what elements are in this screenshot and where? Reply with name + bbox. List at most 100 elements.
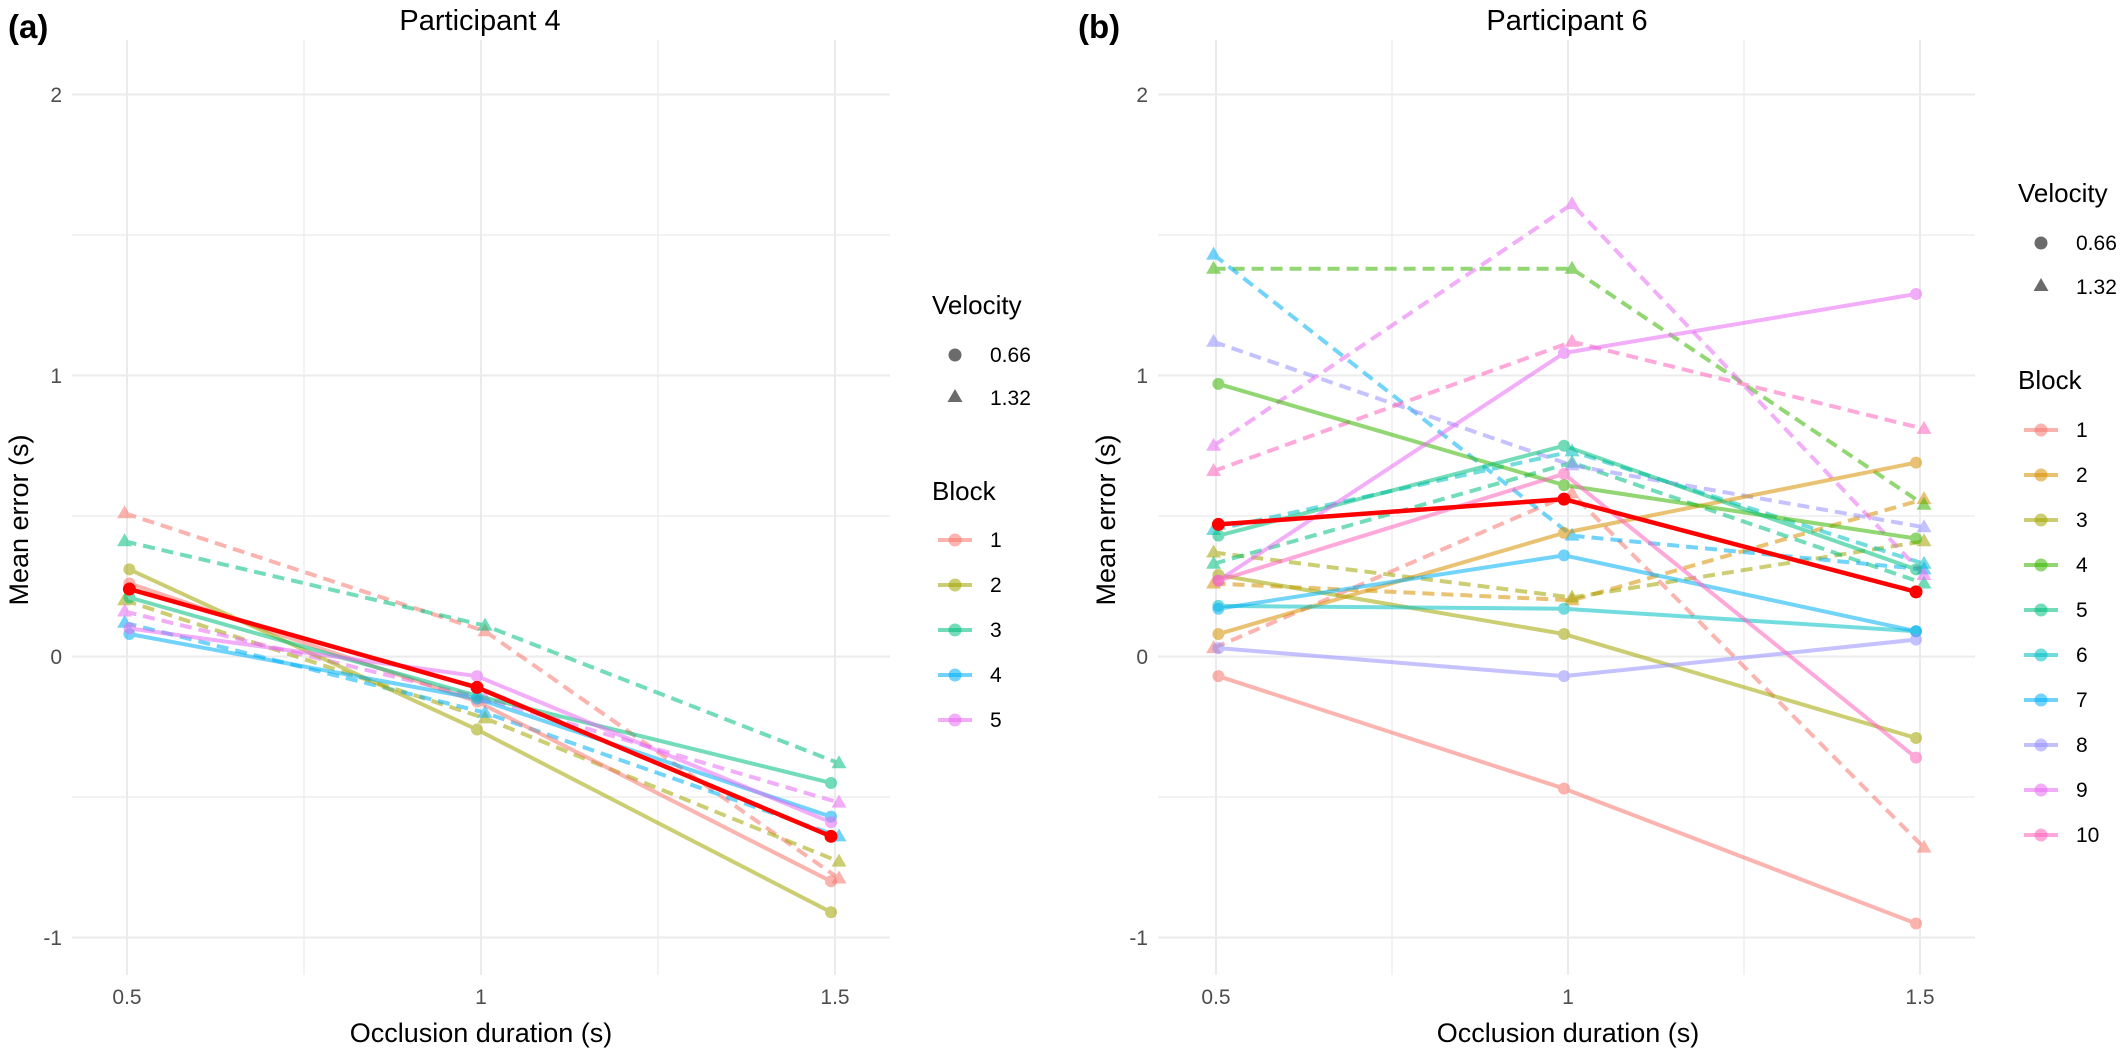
legend-block-point xyxy=(2034,423,2048,437)
y-axis-label: Mean error (s) xyxy=(4,434,34,605)
legend-block-keys: 1 2 3 4 5 xyxy=(938,529,1002,732)
data-point-triangle xyxy=(1916,420,1932,434)
legend: Velocity 0.66 1.32 Block 1 2 3 4 5 xyxy=(932,290,1031,732)
legend-block-label: 3 xyxy=(990,619,1002,642)
legend-block-keys: 1 2 3 4 5 6 7 8 9 10 xyxy=(2024,419,2099,847)
panel-a: (a) Participant 4 2 1 0 -1 0.5 1 1.5 Occ… xyxy=(4,5,1031,1048)
series-line xyxy=(123,598,840,864)
legend-block-item: 5 xyxy=(2024,599,2088,622)
data-point-circle xyxy=(1212,602,1225,615)
data-point-triangle xyxy=(1206,544,1222,558)
data-point-triangle xyxy=(1916,519,1932,533)
legend-block-point xyxy=(2034,648,2048,662)
legend-block-item: 3 xyxy=(2024,509,2088,532)
data-point-circle xyxy=(471,670,483,683)
legend-block-label: 5 xyxy=(2076,599,2088,622)
legend-block-label: 1 xyxy=(990,529,1002,552)
legend-block-label: 10 xyxy=(2076,824,2099,847)
y-tick-labels: 2 1 0 -1 xyxy=(1129,84,1148,950)
data-point-circle xyxy=(1910,532,1922,545)
legend-velocity-label: 0.66 xyxy=(2076,232,2117,255)
mean-series xyxy=(1211,492,1923,599)
data-point-circle xyxy=(1212,642,1225,655)
legend-block-point xyxy=(2034,693,2048,707)
data-point-triangle xyxy=(1564,196,1580,210)
series-block-4-fast xyxy=(1206,260,1932,510)
y-tick-label: 2 xyxy=(1136,84,1148,107)
data-point-circle xyxy=(1212,574,1225,587)
legend-block-point xyxy=(2034,738,2048,752)
data-point-circle xyxy=(471,723,483,736)
x-tick-label: 0.5 xyxy=(1201,986,1230,1009)
y-tick-label: -1 xyxy=(43,927,62,950)
legend-block-label: 9 xyxy=(2076,779,2088,802)
data-point-circle xyxy=(1909,585,1923,599)
data-point-triangle xyxy=(477,617,493,631)
x-tick-labels: 0.5 1 1.5 xyxy=(112,986,849,1009)
legend-block-label: 3 xyxy=(2076,509,2088,532)
data-point-triangle xyxy=(1916,533,1932,547)
legend-circle-key xyxy=(2034,236,2048,250)
legend-block-item: 3 xyxy=(938,619,1002,642)
legend-block-point xyxy=(2034,513,2048,527)
data-point-circle xyxy=(1558,782,1570,795)
data-point-triangle xyxy=(1206,246,1222,260)
legend-triangle-key xyxy=(947,389,963,402)
legend-block-point xyxy=(2034,603,2048,617)
data-point-circle xyxy=(1558,549,1570,562)
legend-block-point xyxy=(948,578,962,592)
x-tick-label: 1.5 xyxy=(820,986,849,1009)
data-point-triangle xyxy=(1916,575,1932,589)
legend-block-label: 8 xyxy=(2076,734,2088,757)
series-block-4-slow xyxy=(1212,377,1922,545)
data-point-circle xyxy=(1910,625,1922,638)
series-block-5-slow xyxy=(123,622,837,829)
legend-block-item: 4 xyxy=(938,664,1002,687)
legend-block-point xyxy=(2034,468,2048,482)
data-point-circle xyxy=(1558,628,1570,641)
series-block-2-slow xyxy=(1212,456,1922,641)
data-point-triangle xyxy=(1206,463,1222,477)
x-tick-labels: 0.5 1 1.5 xyxy=(1201,986,1934,1009)
data-point-circle xyxy=(1558,526,1570,539)
series-block-10-slow xyxy=(1212,467,1922,764)
x-tick-label: 1.5 xyxy=(1905,986,1934,1009)
legend-velocity-label: 0.66 xyxy=(990,344,1031,367)
x-tick-label: 1 xyxy=(1562,986,1574,1009)
data-point-triangle xyxy=(831,755,847,769)
data-point-triangle xyxy=(1206,555,1222,569)
panel-b: (b) Participant 6 2 1 0 -1 0.5 1 1.5 Occ… xyxy=(1078,5,2117,1048)
legend-block-point xyxy=(2034,558,2048,572)
data-point-circle xyxy=(471,692,483,705)
legend-block-label: 1 xyxy=(2076,419,2088,442)
legend-block-label: 2 xyxy=(2076,464,2088,487)
x-axis-label: Occlusion duration (s) xyxy=(1437,1018,1700,1048)
legend-block-point xyxy=(2034,783,2048,797)
series-line xyxy=(1213,266,1926,507)
data-point-triangle xyxy=(831,853,847,867)
legend-block-label: 5 xyxy=(990,709,1002,732)
panel-tag: (a) xyxy=(8,8,48,45)
x-tick-label: 0.5 xyxy=(112,986,141,1009)
series-block-9-fast xyxy=(1206,196,1932,581)
panel-title: Participant 4 xyxy=(399,5,560,37)
legend-block-item: 6 xyxy=(2024,644,2088,667)
data-point-triangle xyxy=(1206,437,1222,451)
grid xyxy=(1158,40,1975,975)
data-point-circle xyxy=(1558,670,1570,683)
y-tick-label: 1 xyxy=(1136,365,1148,388)
legend-block-label: 7 xyxy=(2076,689,2088,712)
legend-block-point xyxy=(2034,828,2048,842)
data-point-circle xyxy=(825,906,837,919)
mean-series xyxy=(122,582,838,843)
legend: Velocity 0.66 1.32 Block 1 2 3 4 5 6 7 8 9 10 xyxy=(2018,178,2117,847)
legend-block-item: 8 xyxy=(2024,734,2088,757)
legend-block-point xyxy=(948,668,962,682)
data-point-triangle xyxy=(1564,527,1580,541)
grid xyxy=(72,40,890,975)
data-point-triangle xyxy=(1206,333,1222,347)
legend-block-title: Block xyxy=(932,476,997,506)
legend-block-item: 7 xyxy=(2024,689,2088,712)
legend-block-item: 1 xyxy=(2024,419,2088,442)
